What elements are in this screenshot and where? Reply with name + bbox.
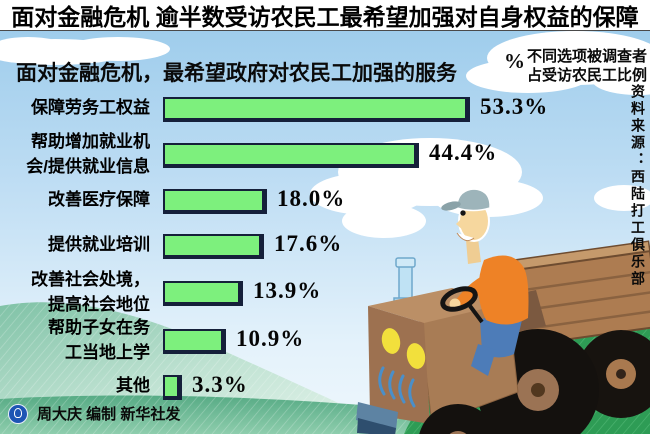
front-wheel <box>419 404 497 434</box>
cloud-icons <box>0 31 650 238</box>
tractor-illustration <box>356 188 650 434</box>
bumper <box>356 402 398 430</box>
headlight <box>381 328 401 354</box>
driver-illustration <box>441 188 529 376</box>
farm-scene-illustration <box>0 31 650 434</box>
steering-wheel <box>440 286 478 312</box>
page-title: 面对金融危机 逾半数受访农民工最希望加强对自身权益的保障 <box>0 0 650 30</box>
headlight <box>406 343 426 369</box>
grille <box>378 366 416 408</box>
